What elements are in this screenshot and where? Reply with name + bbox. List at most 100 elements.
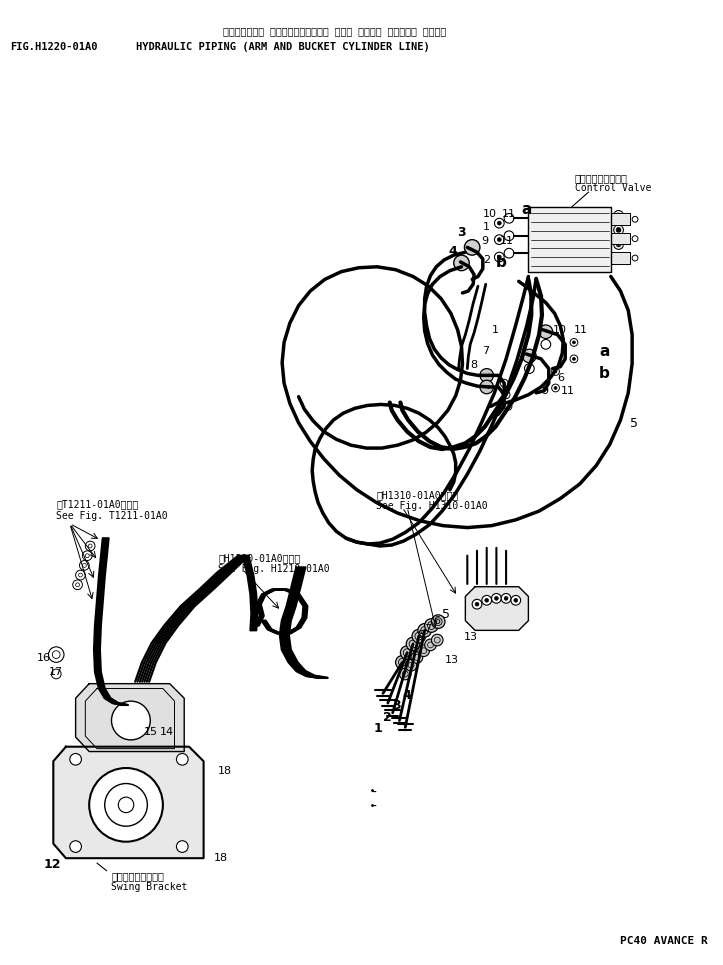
Text: 1: 1	[492, 325, 499, 335]
Text: FIG.H1220-01A0: FIG.H1220-01A0	[9, 41, 97, 52]
Circle shape	[401, 646, 414, 659]
Text: 11: 11	[500, 235, 514, 246]
Polygon shape	[611, 233, 630, 244]
Circle shape	[632, 235, 638, 241]
Text: 8: 8	[417, 630, 424, 641]
Text: 9: 9	[541, 386, 548, 396]
Circle shape	[495, 218, 504, 228]
Circle shape	[89, 768, 163, 841]
Text: 3: 3	[458, 226, 466, 239]
Circle shape	[497, 237, 501, 241]
Text: 8: 8	[470, 360, 477, 370]
Text: See Fig. H1310-01A0: See Fig. H1310-01A0	[376, 502, 488, 511]
Circle shape	[399, 668, 411, 679]
Circle shape	[472, 599, 482, 609]
Text: See Fig. T1211-01A0: See Fig. T1211-01A0	[56, 511, 168, 521]
Circle shape	[504, 248, 514, 258]
Circle shape	[632, 216, 638, 222]
Text: See Fig. H1210-01A0: See Fig. H1210-01A0	[218, 565, 330, 574]
Circle shape	[424, 619, 438, 632]
Circle shape	[51, 669, 61, 678]
Text: 15: 15	[143, 728, 158, 737]
Circle shape	[497, 255, 501, 259]
Circle shape	[616, 257, 621, 262]
Text: 5: 5	[442, 608, 450, 621]
Text: HYDRAULIC PIPING (ARM AND BUCKET CYLINDER LINE): HYDRAULIC PIPING (ARM AND BUCKET CYLINDE…	[136, 41, 429, 52]
Text: 5: 5	[630, 417, 638, 430]
Circle shape	[552, 368, 560, 375]
Circle shape	[176, 841, 188, 852]
Circle shape	[406, 637, 420, 650]
Text: a: a	[599, 345, 609, 359]
Circle shape	[504, 596, 508, 600]
Text: 2: 2	[383, 711, 392, 724]
Text: ハイドロリック パイピング　（アーム および バケット シリンダー ライン）: ハイドロリック パイピング （アーム および バケット シリンダー ライン）	[223, 26, 446, 37]
Circle shape	[570, 355, 578, 363]
Text: PC40 AVANCE R: PC40 AVANCE R	[620, 936, 709, 946]
Circle shape	[523, 349, 536, 363]
Circle shape	[554, 387, 557, 390]
Text: 2: 2	[483, 255, 490, 265]
Circle shape	[504, 231, 514, 240]
Circle shape	[573, 341, 576, 344]
Text: 1: 1	[483, 222, 489, 233]
Circle shape	[482, 595, 492, 605]
Circle shape	[412, 629, 426, 643]
Circle shape	[616, 242, 621, 247]
Circle shape	[464, 239, 480, 255]
Circle shape	[614, 210, 623, 220]
Text: 4: 4	[449, 245, 458, 259]
Circle shape	[432, 634, 443, 646]
Text: 7: 7	[424, 623, 431, 634]
Circle shape	[70, 754, 82, 765]
Circle shape	[411, 651, 423, 663]
Circle shape	[82, 551, 92, 561]
Circle shape	[495, 252, 504, 262]
Circle shape	[48, 647, 64, 662]
Circle shape	[500, 379, 508, 387]
Circle shape	[504, 402, 512, 410]
Text: Swing Bracket: Swing Bracket	[111, 882, 188, 893]
Circle shape	[570, 339, 578, 346]
Text: 6: 6	[557, 373, 565, 383]
Circle shape	[539, 325, 552, 339]
Polygon shape	[611, 252, 630, 263]
Circle shape	[176, 754, 188, 765]
Circle shape	[614, 239, 623, 249]
Circle shape	[554, 370, 557, 372]
Text: b: b	[495, 255, 506, 270]
Text: 第H1210-01A0図参照: 第H1210-01A0図参照	[218, 553, 300, 563]
Circle shape	[105, 784, 147, 826]
Circle shape	[614, 225, 623, 234]
Text: a: a	[521, 202, 532, 217]
Circle shape	[541, 340, 551, 349]
Text: 4: 4	[403, 688, 411, 702]
Circle shape	[511, 595, 521, 605]
Text: 第T1211-01A0図参照: 第T1211-01A0図参照	[56, 500, 139, 510]
Circle shape	[552, 384, 560, 392]
Circle shape	[573, 357, 576, 360]
Circle shape	[501, 593, 511, 603]
Circle shape	[80, 561, 89, 570]
Circle shape	[616, 213, 621, 218]
Text: 10: 10	[483, 208, 497, 219]
Circle shape	[475, 602, 479, 606]
Circle shape	[492, 593, 501, 603]
Text: コントロールバルブ: コントロールバルブ	[575, 173, 628, 182]
Text: 12: 12	[43, 858, 61, 871]
Text: 18: 18	[218, 766, 232, 776]
Circle shape	[524, 364, 534, 373]
Circle shape	[497, 221, 501, 225]
Circle shape	[418, 645, 429, 656]
Text: 3: 3	[393, 700, 401, 712]
Circle shape	[502, 391, 510, 399]
Circle shape	[73, 580, 82, 590]
Circle shape	[424, 639, 436, 650]
Polygon shape	[529, 207, 611, 271]
Circle shape	[70, 841, 82, 852]
Text: 11: 11	[560, 386, 574, 396]
Text: 1: 1	[373, 723, 382, 735]
Text: 11: 11	[574, 325, 588, 335]
Circle shape	[514, 598, 518, 602]
Text: Control Valve: Control Valve	[575, 183, 651, 193]
